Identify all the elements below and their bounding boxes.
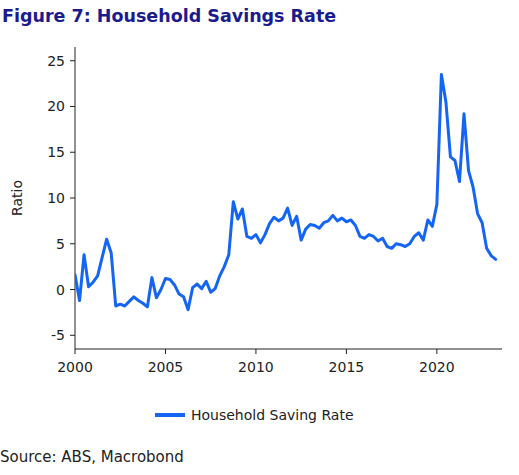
y-tick-label: 10 [47,190,65,206]
x-tick [346,349,347,354]
x-tick [165,349,166,354]
x-tick-label: 2010 [238,359,274,375]
y-tick [70,60,75,61]
legend-label: Household Saving Rate [191,407,354,423]
y-tick [70,335,75,336]
x-tick-label: 2020 [419,359,455,375]
legend-swatch [155,413,185,417]
y-tick-label: 15 [47,144,65,160]
x-tick-label: 2005 [148,359,184,375]
legend: Household Saving Rate [155,407,354,423]
x-tick [255,349,256,354]
x-axis-line [75,349,502,350]
x-tick [436,349,437,354]
y-tick-label: 20 [47,98,65,114]
title: Figure 7: Household Savings Rate [2,6,336,26]
x-tick-label: 2000 [57,359,93,375]
y-tick-label: 0 [56,282,65,298]
series-line [75,74,496,309]
y-tick-label: 25 [47,53,65,69]
y-axis-label: Ratio [9,180,25,216]
x-tick-label: 2015 [329,359,365,375]
y-tick [70,152,75,153]
y-tick [70,243,75,244]
source: Source: ABS, Macrobond [0,448,184,466]
y-tick [70,106,75,107]
x-tick [75,349,76,354]
y-tick-label: 5 [56,236,65,252]
y-tick [70,289,75,290]
plot-area [75,74,496,309]
y-tick [70,198,75,199]
y-tick-label: -5 [51,327,65,343]
chart: Figure 7: Household Savings Rate Ratio -5 0… [0,0,519,475]
